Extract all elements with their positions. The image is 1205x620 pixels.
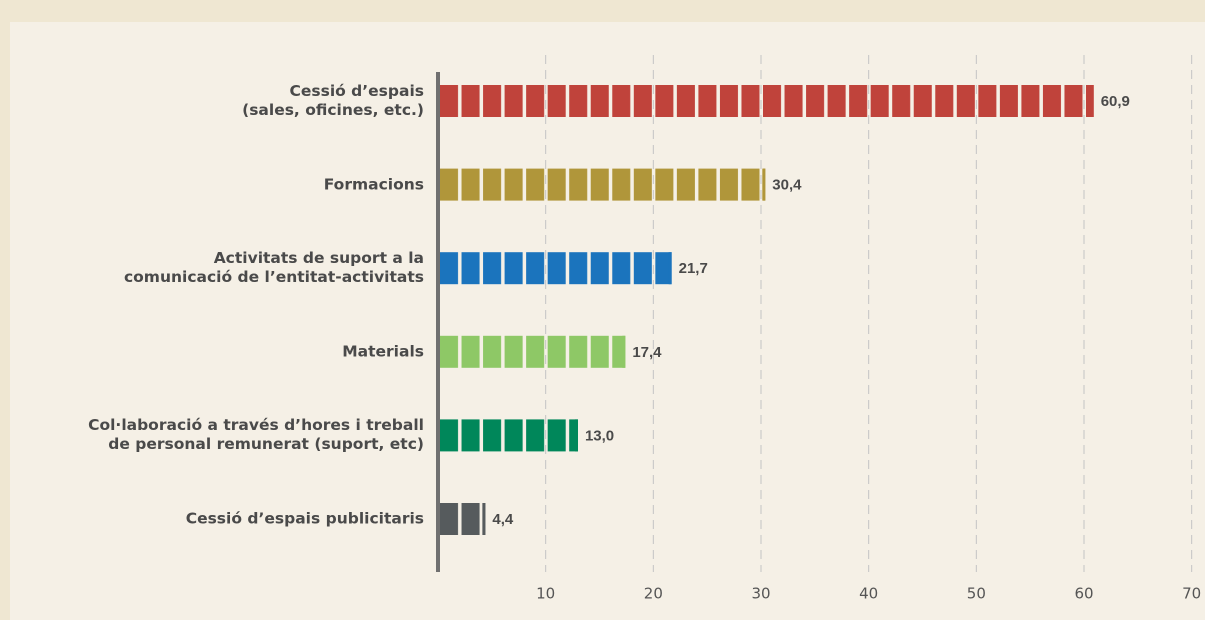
bar — [440, 335, 626, 368]
bar — [440, 168, 766, 201]
bar — [440, 252, 672, 285]
value-label: 30,4 — [772, 177, 802, 194]
x-tick-label: 70 — [1182, 585, 1201, 603]
category-label: Cessió d’espais (sales, oficines, etc.) — [242, 82, 424, 119]
bar-end — [482, 503, 486, 535]
x-tick-label: 50 — [967, 585, 986, 603]
x-tick-label: 40 — [859, 585, 878, 603]
bar-end — [622, 335, 626, 368]
category-label: Activitats de suport a la comunicació de… — [123, 249, 424, 287]
value-label: 4,4 — [492, 511, 514, 528]
category-label: Materials — [342, 342, 424, 361]
category-label: Formacions — [323, 175, 424, 194]
value-label: 60,9 — [1101, 93, 1130, 110]
bar — [440, 503, 486, 535]
bar-end — [574, 419, 578, 452]
x-tick-label: 10 — [536, 585, 555, 603]
x-tick-label: 30 — [751, 585, 770, 603]
bar-end — [668, 252, 672, 285]
value-label: 21,7 — [679, 260, 708, 277]
bar-end — [1090, 85, 1094, 117]
category-label: Cessió d’espais publicitaris — [185, 509, 424, 528]
x-tick-label: 20 — [644, 585, 663, 603]
bar — [440, 419, 578, 452]
bar — [440, 85, 1094, 117]
bar-end — [762, 168, 766, 201]
panel — [10, 22, 1205, 620]
category-label: Col·laboració a través d’hores i treball… — [88, 416, 424, 454]
value-label: 13,0 — [585, 427, 614, 444]
value-label: 17,4 — [632, 344, 662, 361]
x-tick-label: 60 — [1074, 585, 1093, 603]
